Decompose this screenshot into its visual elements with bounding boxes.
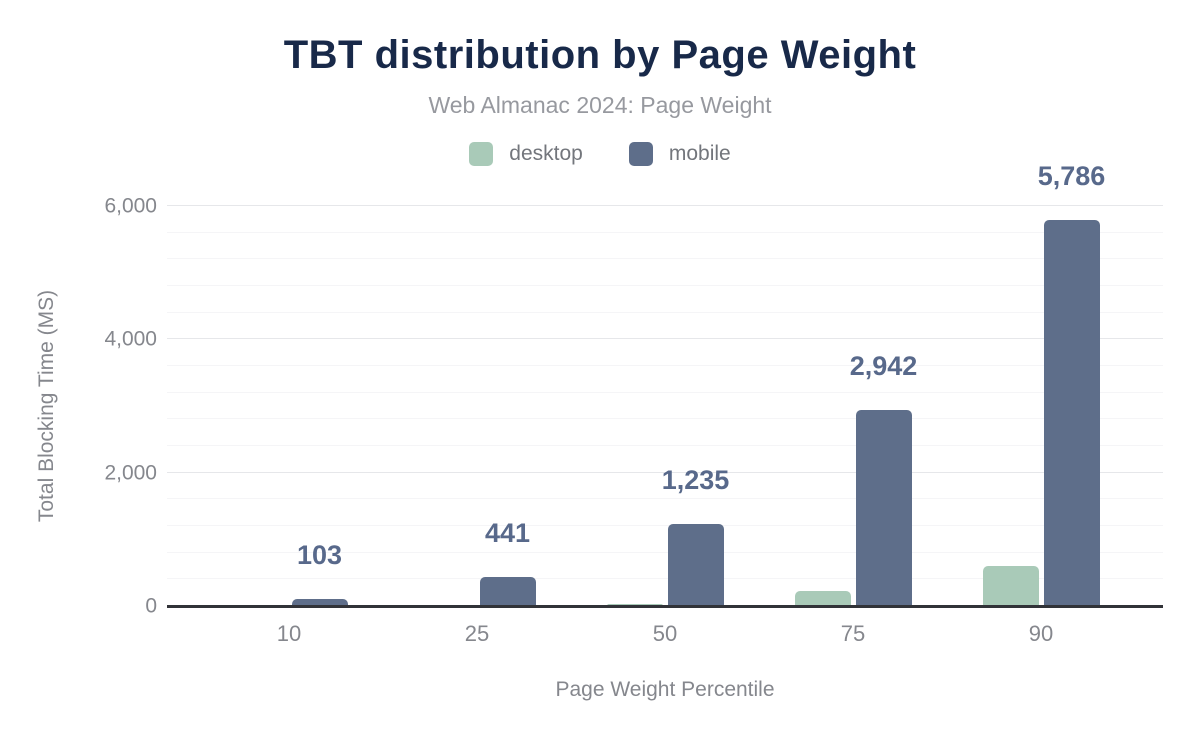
major-gridline: [167, 205, 1163, 206]
major-gridline: [167, 471, 1163, 473]
legend-label: desktop: [509, 142, 583, 165]
minor-gridline: [167, 551, 1163, 553]
legend: desktop mobile: [0, 142, 1200, 166]
y-axis-ticks: 0 2,000 4,000 6,000: [0, 196, 157, 617]
x-tick-label: 75: [840, 621, 866, 646]
y-tick-label: 6,000: [104, 194, 157, 218]
bar-group-90: 5,786: [947, 163, 1135, 606]
legend-swatch-mobile: [628, 142, 653, 166]
minor-gridline: [167, 525, 1163, 526]
minor-gridline: [167, 258, 1163, 260]
minor-gridline: [167, 231, 1163, 233]
legend-swatch-desktop: [469, 142, 494, 166]
minor-gridline: [167, 311, 1163, 313]
minor-gridline: [167, 578, 1163, 580]
x-tick-label: 50: [652, 621, 678, 646]
bar-group-10: 103: [195, 206, 383, 606]
plot-area: 103 441 1,235 2,942 5,786: [167, 163, 1163, 608]
x-axis-ticks: 10 25 50 75 90: [167, 621, 1163, 647]
minor-gridline: [167, 418, 1163, 420]
major-gridline: [167, 338, 1163, 340]
bar-value-label: 5,786: [1037, 161, 1106, 192]
y-tick-label: 4,000: [104, 327, 157, 351]
x-tick-label: 25: [464, 621, 490, 646]
minor-gridline: [167, 498, 1163, 500]
minor-gridline: [167, 285, 1163, 286]
bar-value-label: 2,942: [849, 350, 918, 381]
minor-gridline: [167, 365, 1163, 366]
x-axis-line: [167, 605, 1163, 608]
y-tick-label: 2,000: [104, 461, 157, 485]
y-tick-label: 0: [145, 594, 157, 618]
bar-value-label: 1,235: [661, 464, 730, 495]
minor-gridline: [167, 445, 1163, 446]
bar-desktop-90: [982, 566, 1039, 606]
bar-value-label: 103: [296, 540, 343, 571]
bar-mobile-10: 103: [291, 542, 348, 606]
x-axis-title: Page Weight Percentile: [555, 678, 775, 701]
chart-title: TBT distribution by Page Weight: [283, 33, 917, 77]
x-tick-label: 10: [276, 621, 302, 646]
x-tick-label: 90: [1028, 621, 1054, 646]
bar-group-50: 1,235: [571, 206, 759, 606]
bar-mobile-25: 441: [479, 519, 536, 606]
bar-value-label: 441: [484, 517, 531, 548]
bar-group-25: 441: [383, 206, 571, 606]
legend-item-desktop[interactable]: desktop: [469, 142, 583, 166]
bar-group-75: 2,942: [759, 206, 947, 606]
bar-mobile-50: 1,235: [662, 466, 729, 606]
bar-mobile-90: 5,786: [1038, 163, 1105, 606]
bar-desktop-75: [794, 591, 851, 606]
chart-subtitle: Web Almanac 2024: Page Weight: [428, 92, 772, 118]
minor-gridline: [167, 391, 1163, 393]
legend-label: mobile: [668, 142, 731, 165]
bar-mobile-75: 2,942: [850, 352, 917, 606]
legend-item-mobile[interactable]: mobile: [628, 142, 731, 166]
bars-row: 103 441 1,235 2,942 5,786: [167, 163, 1163, 606]
